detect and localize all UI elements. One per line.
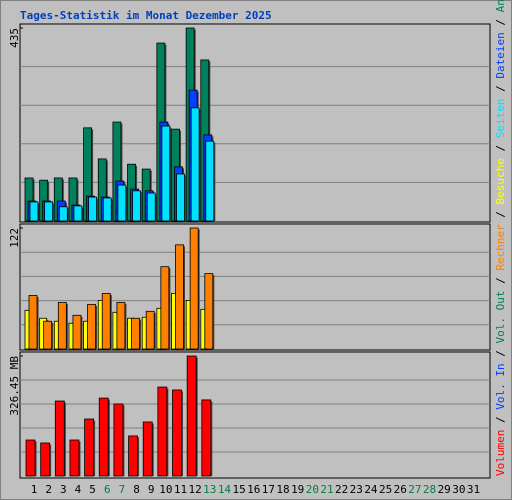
bar — [43, 320, 53, 350]
x-tick-label: 3 — [60, 483, 67, 496]
legend-entry: Volumen — [494, 430, 507, 476]
legend-separator: / — [494, 12, 507, 32]
x-tick-label: 31 — [467, 483, 480, 496]
bar — [98, 397, 109, 477]
legend-entry: Vol. Out — [494, 291, 507, 344]
bar — [131, 317, 140, 350]
bar — [44, 201, 54, 222]
y-tick-label: 122 — [8, 228, 21, 248]
legend-separator: / — [494, 204, 507, 224]
bar — [161, 125, 171, 222]
bar — [132, 190, 141, 222]
legend-entry: Vol. In — [494, 363, 507, 409]
legend-separator: / — [494, 344, 507, 364]
x-tick-label: 6 — [104, 483, 111, 496]
legend-separator: / — [494, 271, 507, 291]
bar — [142, 421, 153, 477]
x-tick-label: 1 — [31, 483, 38, 496]
x-tick-label: 10 — [159, 483, 172, 496]
x-tick-label: 4 — [75, 483, 82, 496]
bar — [54, 400, 65, 477]
x-tick-label: 23 — [350, 483, 363, 496]
x-tick-label: 14 — [218, 483, 232, 496]
x-tick-label: 19 — [291, 483, 304, 496]
x-tick-label: 28 — [423, 483, 436, 496]
legend-separator: / — [494, 138, 507, 158]
x-tick-label: 25 — [379, 483, 392, 496]
bar — [87, 303, 96, 350]
x-tick-label: 18 — [276, 483, 289, 496]
bar — [157, 386, 168, 477]
legend-separator: / — [494, 410, 507, 430]
legend-separator: / — [494, 79, 507, 99]
bar — [84, 418, 94, 477]
x-tick-label: 17 — [262, 483, 275, 496]
bar — [57, 301, 67, 350]
bar — [69, 439, 80, 477]
x-tick-label: 12 — [189, 483, 202, 496]
x-tick-label: 30 — [452, 483, 465, 496]
y-tick-label: 435 — [8, 28, 21, 48]
bar — [101, 293, 111, 350]
legend: Volumen / Vol. In / Vol. Out / Rechner /… — [494, 0, 507, 476]
bar — [73, 205, 83, 222]
bar — [113, 403, 124, 477]
x-tick-label: 5 — [89, 483, 96, 496]
panel — [19, 351, 491, 479]
y-tick-label: 326.45 MB — [8, 356, 21, 416]
legend-entry: Besuche — [494, 158, 507, 204]
chart-title: Tages-Statistik im Monat Dezember 2025 — [20, 9, 272, 22]
bar — [88, 196, 97, 222]
bar — [40, 442, 51, 477]
x-tick-label: 20 — [306, 483, 319, 496]
x-tick-label: 2 — [45, 483, 52, 496]
x-tick-label: 26 — [394, 483, 407, 496]
x-tick-label: 15 — [232, 483, 245, 496]
bar — [201, 399, 212, 477]
x-tick-label: 8 — [133, 483, 140, 496]
bar — [29, 201, 39, 222]
bar — [160, 266, 170, 350]
x-tick-label: 21 — [320, 483, 333, 496]
x-tick-label: 11 — [174, 483, 187, 496]
legend-entry: Rechner — [494, 224, 507, 271]
x-tick-label: 22 — [335, 483, 348, 496]
x-tick-label: 7 — [119, 483, 126, 496]
x-tick-label: 16 — [247, 483, 260, 496]
x-tick-label: 13 — [203, 483, 216, 496]
bar — [72, 314, 82, 350]
legend-entry: Seiten — [494, 98, 507, 138]
bar — [175, 244, 184, 350]
bar — [204, 273, 214, 350]
bar — [116, 301, 126, 350]
bar — [172, 389, 182, 477]
x-tick-label: 27 — [408, 483, 421, 496]
bar — [28, 295, 38, 350]
x-tick-label: 24 — [364, 483, 378, 496]
x-tick-label: 9 — [148, 483, 155, 496]
bar — [117, 184, 127, 222]
legend-entry: Anfragen — [494, 0, 507, 12]
bar — [189, 227, 199, 350]
bar — [190, 107, 200, 222]
bar — [102, 197, 112, 222]
bar — [205, 140, 215, 222]
bar — [128, 435, 138, 477]
bar — [146, 192, 156, 222]
bar — [58, 206, 68, 222]
bar — [145, 310, 155, 350]
bar — [186, 355, 197, 477]
bar — [25, 439, 36, 477]
bar — [176, 173, 185, 222]
legend-entry: Dateien — [494, 32, 507, 78]
x-tick-label: 29 — [438, 483, 451, 496]
